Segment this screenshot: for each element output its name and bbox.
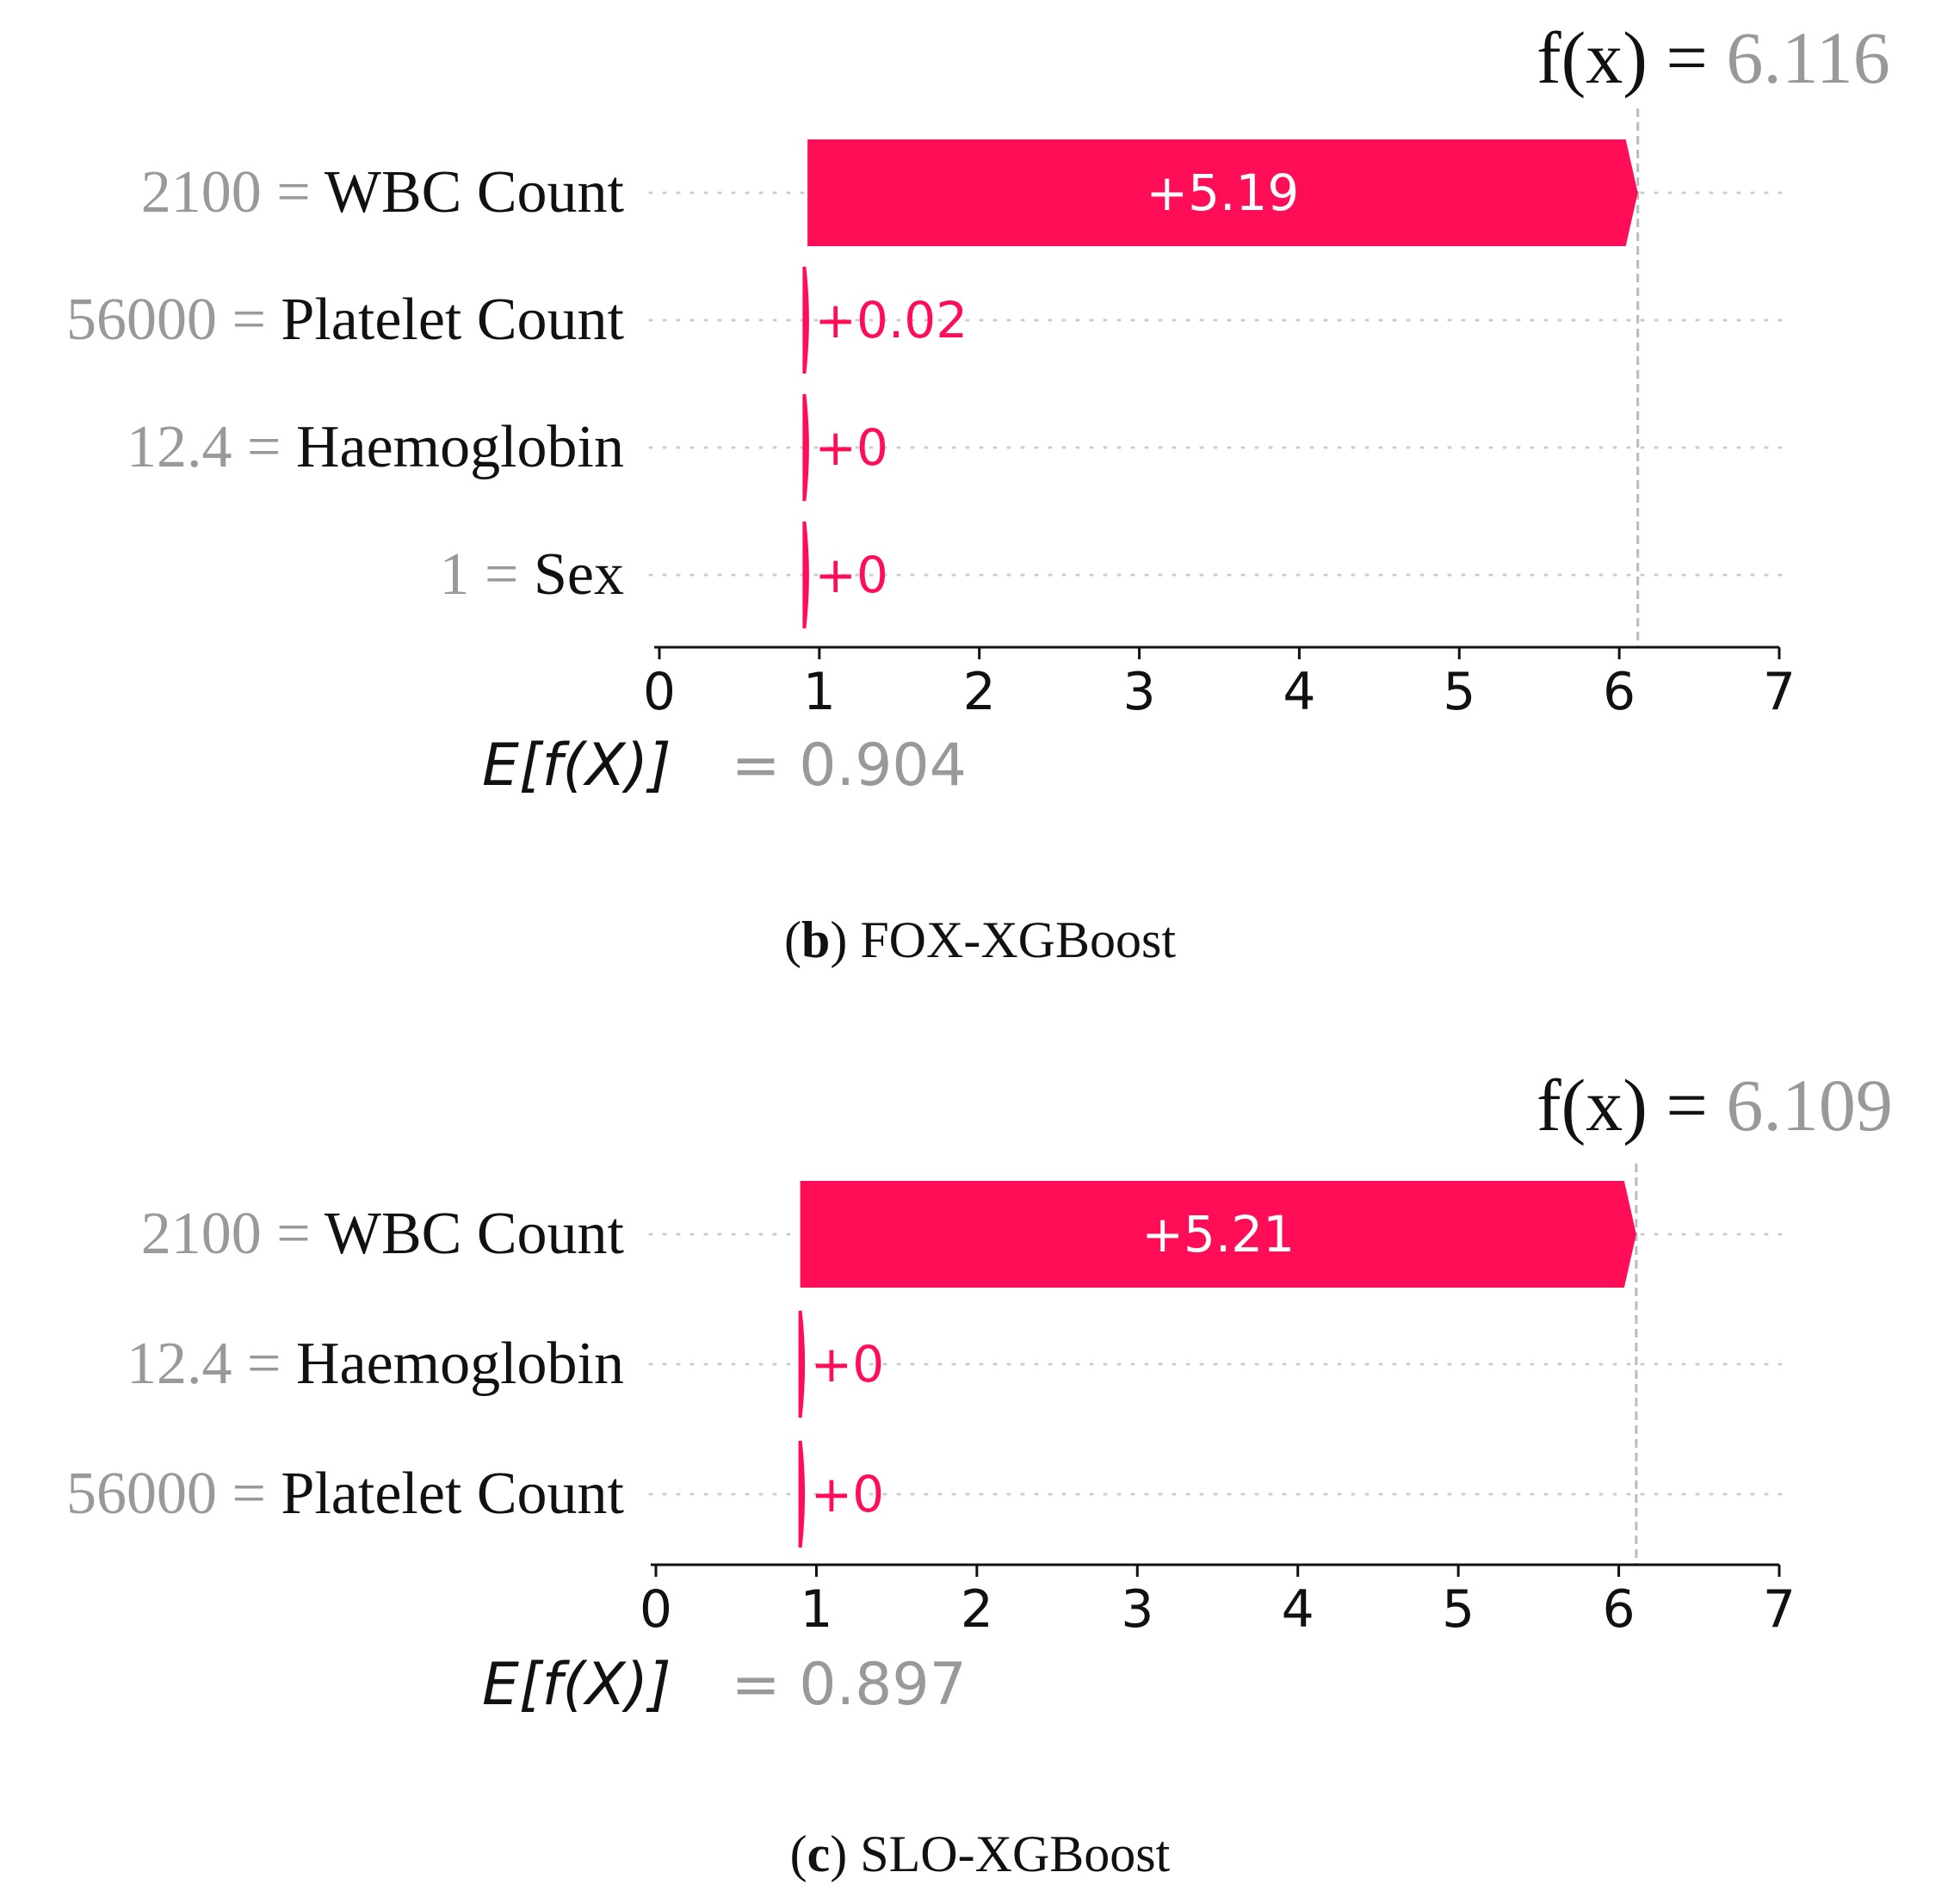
feature-name: Platelet Count (281, 1461, 624, 1527)
x-tick-label: 6 (1603, 662, 1635, 722)
feature-name: Haemoglobin (296, 414, 624, 480)
bar-platelet-count (802, 266, 809, 374)
x-tick-label: 2 (961, 1579, 993, 1640)
feature-value: 56000 = (66, 1461, 281, 1527)
chart-panel-b: +5.19 2100 = WBC Count +0.02 56000 = Platel… (66, 16, 1890, 800)
x-tick-label: 0 (640, 1579, 672, 1640)
efx-annotation: E[f(X)] = 0.897 (482, 1651, 967, 1719)
bar-label: +5.19 (1147, 164, 1300, 222)
feature-label: 56000 = Platelet Count (66, 1461, 625, 1527)
x-tick-label: 7 (1763, 1579, 1796, 1640)
x-tick-label: 6 (1602, 1579, 1635, 1640)
efx-label: E[f(X)] (482, 732, 671, 800)
bar-wbc-count (800, 1181, 1636, 1288)
feature-label: 1 = Sex (440, 541, 624, 608)
bar-label: +0.02 (814, 291, 968, 349)
bar-wbc-count (807, 139, 1638, 246)
bar-platelet-count (798, 1440, 806, 1548)
bar-haemoglobin (802, 393, 809, 502)
feature-value: 12.4 = (127, 1331, 296, 1397)
efx-annotation: E[f(X)] = 0.904 (482, 732, 967, 800)
fx-value: 6.116 (1726, 16, 1889, 99)
caption-b: (b) FOX-XGBoost (783, 911, 1177, 968)
bar-haemoglobin (798, 1310, 806, 1418)
x-tick-label: 5 (1443, 662, 1475, 722)
fx-annotation: f(x) = 6.116 (1536, 16, 1890, 99)
feature-label: 12.4 = Haemoglobin (127, 1331, 624, 1397)
efx-label: E[f(X)] (482, 1651, 671, 1719)
chart-panel-c: +5.21 2100 = WBC Count +0 12.4 = Haemoglobi… (66, 1064, 1893, 1719)
feature-name: WBC Count (325, 1201, 625, 1267)
efx-value: = 0.904 (732, 732, 967, 800)
x-tick-label: 2 (963, 662, 996, 722)
bar-label: +5.21 (1141, 1205, 1295, 1264)
bar-label: +0 (814, 546, 888, 604)
fx-annotation: f(x) = 6.109 (1536, 1064, 1893, 1146)
x-tick-label: 4 (1282, 1579, 1314, 1640)
x-tick-label: 7 (1763, 662, 1796, 722)
fx-label: f(x) = (1536, 16, 1726, 99)
feature-value: 1 = (440, 541, 534, 608)
feature-value: 56000 = (66, 287, 281, 353)
x-tick-label: 3 (1122, 662, 1155, 722)
feature-name: Sex (534, 541, 624, 608)
x-tick-label: 1 (800, 1579, 832, 1640)
feature-label: 2100 = WBC Count (141, 159, 625, 226)
feature-label: 12.4 = Haemoglobin (127, 414, 624, 480)
x-tick-label: 0 (643, 662, 676, 722)
x-tick-label: 1 (803, 662, 836, 722)
fx-label: f(x) = (1536, 1064, 1726, 1146)
bar-label: +0 (811, 1335, 885, 1393)
feature-value: 2100 = (141, 1201, 325, 1267)
feature-name: Haemoglobin (296, 1331, 624, 1397)
feature-name: WBC Count (325, 159, 625, 226)
fx-value: 6.109 (1726, 1064, 1893, 1146)
x-tick-label: 5 (1442, 1579, 1475, 1640)
bar-label: +0 (814, 418, 888, 477)
x-tick-label: 3 (1121, 1579, 1153, 1640)
feature-value: 2100 = (141, 159, 325, 226)
bar-label: +0 (811, 1465, 885, 1523)
x-tick-label: 4 (1283, 662, 1315, 722)
feature-label: 56000 = Platelet Count (66, 287, 625, 353)
caption-c: (c) SLO-XGBoost (789, 1826, 1171, 1882)
feature-name: Platelet Count (281, 287, 624, 353)
bar-sex (802, 521, 809, 629)
feature-value: 12.4 = (127, 414, 296, 480)
feature-label: 2100 = WBC Count (141, 1201, 625, 1267)
efx-value: = 0.897 (732, 1651, 967, 1719)
